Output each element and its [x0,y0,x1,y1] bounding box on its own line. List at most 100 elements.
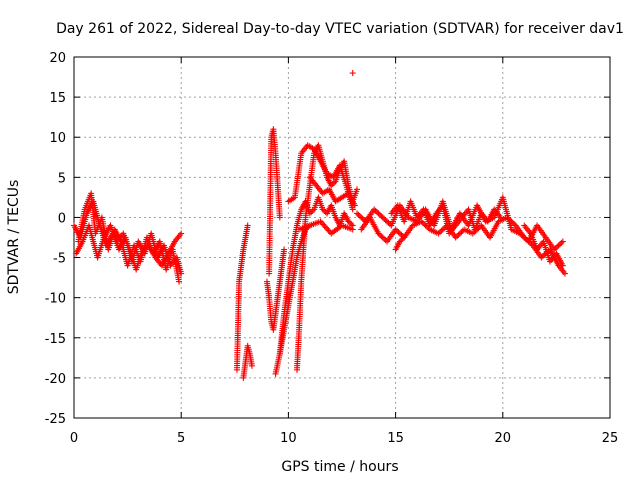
data-point [552,245,559,252]
data-point [178,230,185,237]
data-point [318,219,325,226]
data-point [276,214,283,221]
x-axis-ticks: 0 5 10 15 20 25 [70,57,618,446]
data-point [329,181,336,188]
y-tick-label: -15 [45,332,66,347]
data-point [395,229,402,236]
data-point [396,230,403,237]
data-point [558,239,565,246]
data-point [509,219,516,226]
data-point [538,254,545,261]
data-point [376,211,383,218]
y-tick-label: -20 [45,372,66,387]
data-point [419,219,426,226]
data-point [506,217,513,224]
data-point [559,262,566,269]
data-point [418,218,425,225]
data-points [71,70,568,381]
data-point [244,222,251,229]
data-point [321,222,328,229]
y-axis-title: SDTVAR / TECUs [6,180,22,295]
data-point [508,218,515,225]
data-point [354,210,361,217]
data-point [421,221,428,228]
data-point [452,234,459,241]
x-tick-label: 0 [70,431,78,446]
data-point [378,233,385,240]
data-point [539,253,546,260]
data-point [319,206,326,213]
data-point [379,214,386,221]
data-point [309,207,316,214]
data-point [522,235,529,242]
data-point [541,251,548,258]
data-point [371,206,378,213]
data-point [401,234,408,241]
data-point [308,209,315,216]
data-point [355,211,362,218]
data-point [521,234,528,241]
data-point [374,209,381,216]
data-point [384,218,391,225]
data-point [381,215,388,222]
data-point [394,227,401,234]
data-point [356,213,363,220]
data-point [354,186,361,193]
data-point [505,215,512,222]
data-point [438,227,445,234]
data-point [456,230,463,237]
data-point [524,237,531,244]
data-point [375,210,382,217]
data-point [324,225,331,232]
data-point [379,234,386,241]
y-tick-label: -25 [45,412,66,427]
data-point [331,179,338,186]
data-point [345,218,352,225]
data-point [559,238,566,245]
data-point [359,215,366,222]
x-tick-label: 20 [495,431,512,446]
x-tick-label: 15 [387,431,404,446]
y-tick-label: 0 [58,211,66,226]
data-point [425,225,432,232]
data-point [351,202,358,209]
plot-frame [73,56,611,419]
data-point [399,235,406,242]
grid [74,57,610,418]
data-point [469,230,476,237]
data-point [322,224,329,231]
y-tick-label: 5 [58,171,66,186]
data-point [375,230,382,237]
x-axis-title: GPS time / hours [281,459,398,475]
data-point [385,219,392,226]
x-tick-label: 5 [177,431,185,446]
x-tick-label: 25 [602,431,619,446]
y-axis-ticks: -25 -20 -15 -10 -5 0 5 10 15 20 [45,51,610,427]
data-point [176,278,183,285]
data-point [458,229,465,236]
data-point [554,243,561,250]
data-point [497,214,504,221]
data-point [376,231,383,238]
data-point [349,206,356,213]
data-point [424,223,431,230]
data-point [349,226,356,233]
y-tick-label: -10 [45,292,66,307]
data-point [504,214,511,221]
y-tick-label: 20 [49,51,66,66]
data-point [526,239,533,246]
data-point [382,217,389,224]
data-point [436,229,443,236]
y-tick-label: 15 [49,91,66,106]
data-point [392,226,399,233]
x-tick-label: 10 [280,431,297,446]
data-point [454,233,461,240]
data-point [511,221,518,228]
data-point [372,207,379,214]
data-point [398,231,405,238]
data-point [349,70,356,77]
data-point [346,219,353,226]
data-point [555,242,562,249]
data-point [328,182,335,189]
